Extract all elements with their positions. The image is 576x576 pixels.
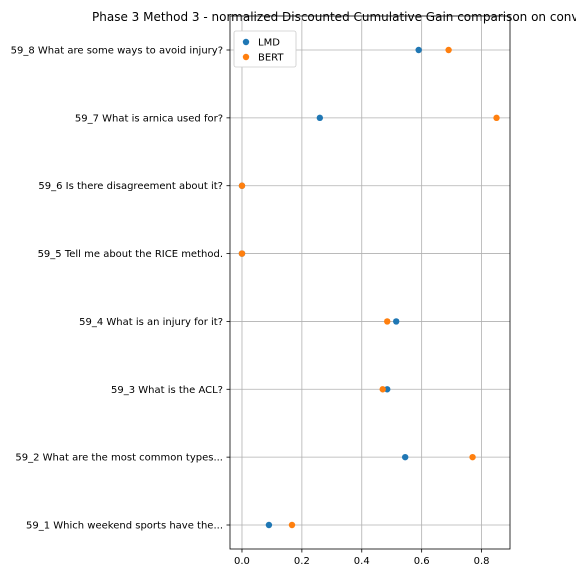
- x-tick-label: 0.6: [414, 556, 430, 567]
- point-lmd: [393, 318, 400, 325]
- legend-marker-bert: [242, 53, 250, 61]
- point-bert: [445, 46, 452, 54]
- point-bert: [469, 453, 476, 461]
- y-tick-label: 59_7 What is arnica used for?: [75, 113, 223, 124]
- point-lmd: [415, 46, 422, 54]
- axes: 0.0 0.2 0.4 0.6 0.8 59_1 Which weekend sports…: [11, 15, 511, 567]
- legend: LMD BERT: [233, 30, 297, 68]
- y-tick-label: 59_3 What is the ACL?: [111, 385, 223, 396]
- legend-label: LMD: [258, 38, 280, 49]
- x-tick-label: 0.4: [354, 556, 370, 567]
- point-bert: [493, 114, 500, 122]
- data-points: [238, 46, 500, 529]
- y-tick-label: 59_5 Tell me about the RICE method.: [38, 249, 223, 260]
- point-lmd: [265, 521, 273, 529]
- x-tick-label: 0.2: [294, 556, 310, 567]
- y-tick-label: 59_1 Which weekend sports have the...: [26, 521, 223, 532]
- y-tick-label: 59_4 What is an injury for it?: [79, 317, 223, 328]
- grid: [230, 16, 510, 549]
- point-lmd: [384, 386, 391, 393]
- point-bert: [288, 521, 296, 529]
- legend-marker-lmd: [242, 38, 250, 46]
- y-tick-label: 59_8 What are some ways to avoid injury?: [11, 46, 223, 57]
- point-lmd: [316, 114, 324, 122]
- point-bert: [384, 318, 391, 325]
- y-tick-label: 59_2 What are the most common types...: [15, 453, 223, 464]
- point-bert: [238, 250, 246, 257]
- legend-label: BERT: [258, 53, 284, 64]
- point-bert: [379, 386, 386, 393]
- x-tick-label: 0.0: [234, 556, 250, 567]
- plot-frame: [229, 15, 511, 550]
- point-lmd: [401, 453, 409, 461]
- x-tick-label: 0.8: [474, 556, 490, 567]
- point-bert: [238, 182, 246, 189]
- legend-box: [233, 30, 297, 68]
- chart-title: Phase 3 Method 3 - normalized Discounted…: [92, 10, 576, 24]
- y-tick-label: 59_6 Is there disagreement about it?: [38, 181, 223, 192]
